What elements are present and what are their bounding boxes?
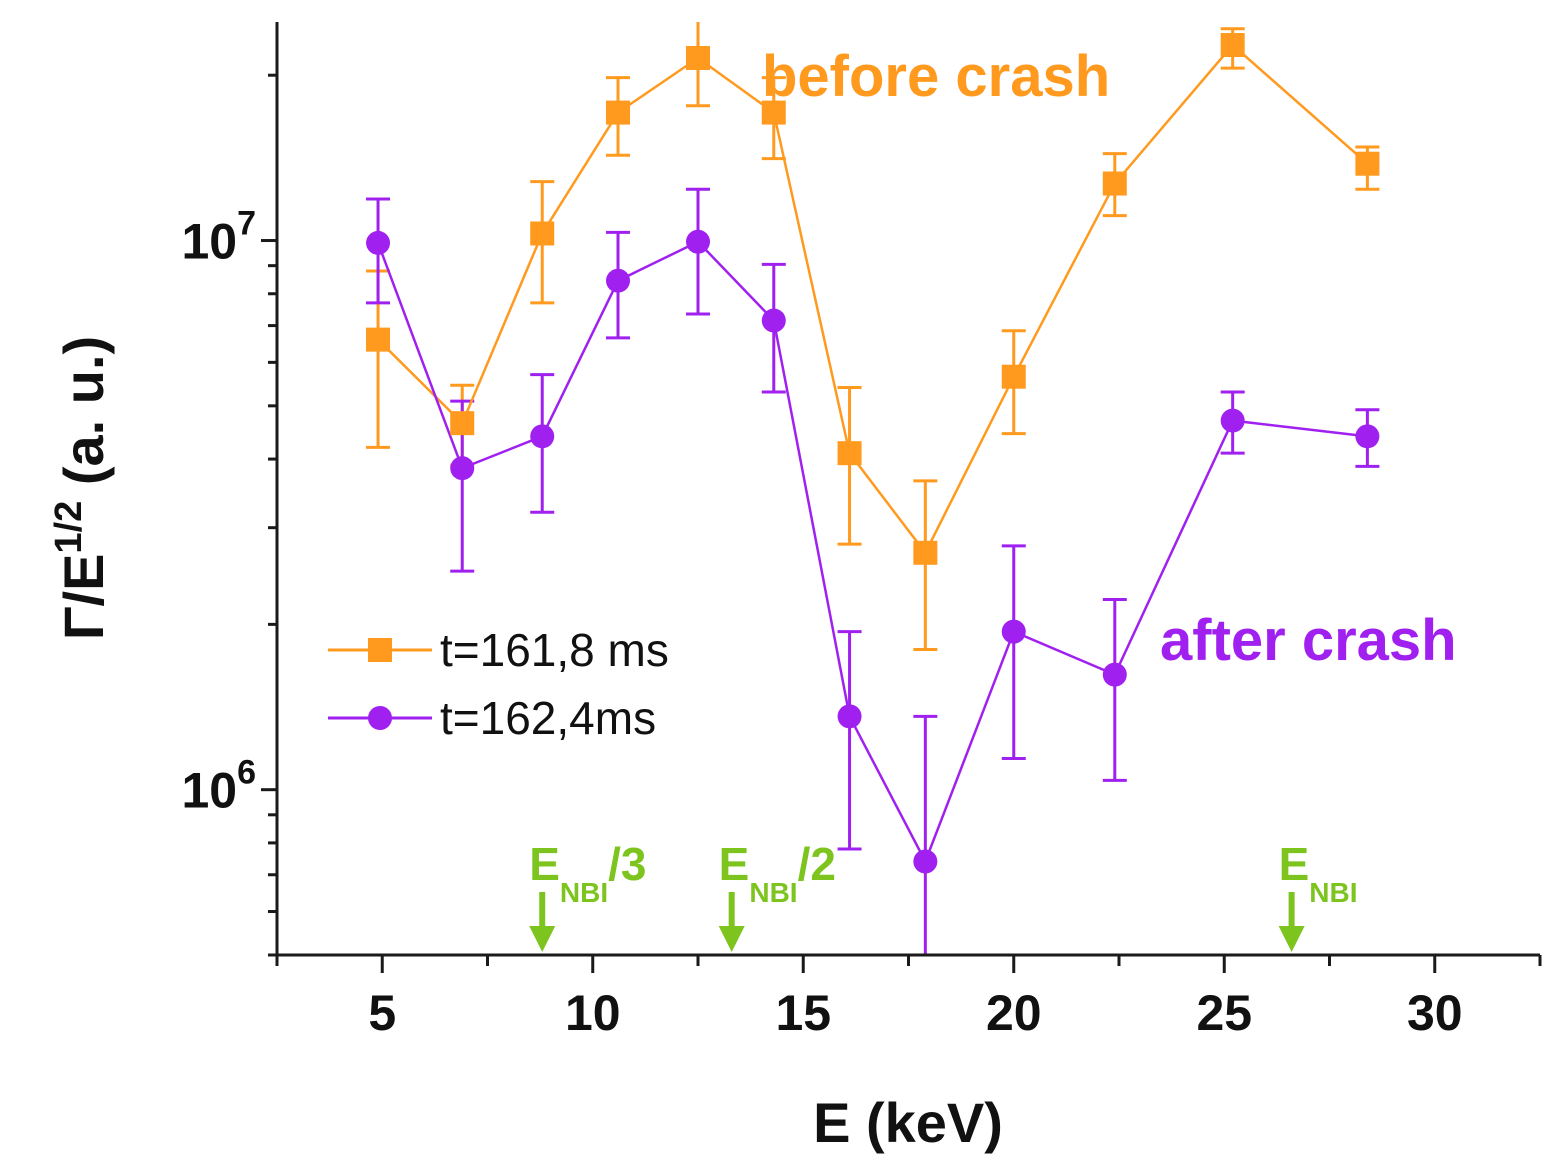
data-point [450,411,475,436]
data-point [761,100,786,125]
data-point [1001,619,1026,644]
legend: t=161,8 ms t=162,4ms [328,624,669,744]
energy-arrow-head [529,926,556,952]
annotation-label: after crash [1160,608,1457,673]
x-tick-label: 15 [775,985,831,1041]
data-point [686,229,710,254]
data-point [837,704,862,729]
data-point [1220,408,1245,433]
x-tick-label: 20 [986,985,1042,1041]
legend-label: t=161,8 ms [440,624,669,676]
data-point [1355,424,1380,449]
energy-marker-label: ENBI/3 [529,838,646,908]
axes [275,22,1540,957]
x-tick-label: 5 [368,985,396,1041]
data-point [606,100,631,125]
data-point [1220,33,1245,58]
data-point [1102,662,1127,687]
legend-marker [368,706,392,730]
data-point [686,45,710,70]
energy-markers: ENBI/3 ENBI/2 ENBI [529,838,1358,952]
x-tick-label: 30 [1407,985,1463,1041]
x-tick-label: 25 [1196,985,1252,1041]
y-axis-title-rest: (a. u.) [52,336,115,501]
data-point [913,849,938,874]
y-axis-title-base: Γ/E [52,554,115,641]
x-tick-label: 10 [565,985,621,1041]
y-axis-title-sup: 1/2 [48,501,90,554]
annotation-label: before crash [762,44,1110,109]
data-point [606,268,631,293]
energy-arrow-head [718,926,745,952]
y-ticks: 106 107 [181,73,277,957]
data-point [913,540,938,565]
error-bars [366,22,1380,955]
data-point [1355,151,1380,176]
series-line-2 [376,240,1368,865]
data-point [1001,364,1026,389]
data-markers [366,33,1380,874]
data-point [530,221,555,246]
data-point [837,441,862,466]
data-point [530,424,555,449]
data-point [366,327,391,352]
legend-label: t=162,4ms [440,692,656,744]
data-point [1102,171,1127,196]
series-line-1 [377,43,1369,556]
y-tick-label: 107 [181,205,256,270]
energy-marker-label: ENBI [1279,838,1358,908]
y-tick-label: 106 [181,754,256,819]
x-axis-title: E (keV) [813,1091,1003,1154]
data-point [366,230,391,255]
legend-marker [368,638,392,662]
energy-arrow-head [1278,926,1305,952]
x-ticks: 5 10 15 20 25 30 [275,955,1542,1041]
energy-marker-label: ENBI/2 [719,838,836,908]
series-lines [376,43,1369,865]
annotations: before crash after crash [762,44,1457,673]
data-point [450,456,475,481]
data-point [761,308,786,333]
y-axis-title: Γ/E1/2 (a. u.) [48,336,115,640]
